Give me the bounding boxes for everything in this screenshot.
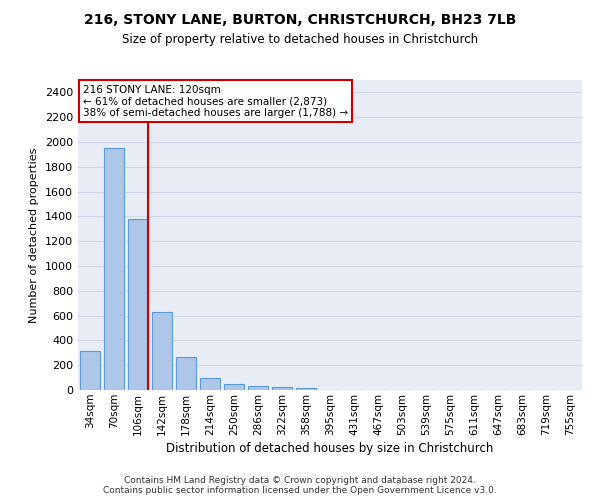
Bar (176, 356, 196, 390)
Bar (80, 351, 100, 390)
Text: Size of property relative to detached houses in Christchurch: Size of property relative to detached ho… (122, 32, 478, 46)
Bar (152, 312, 172, 390)
Text: 216 STONY LANE: 120sqm
← 61% of detached houses are smaller (2,873)
38% of semi-: 216 STONY LANE: 120sqm ← 61% of detached… (83, 84, 348, 118)
Y-axis label: Number of detached properties: Number of detached properties (29, 148, 40, 322)
Bar (272, 386, 292, 390)
Bar (128, 219, 148, 390)
Bar (200, 378, 220, 390)
Text: Contains HM Land Registry data © Crown copyright and database right 2024.
Contai: Contains HM Land Registry data © Crown c… (103, 476, 497, 495)
Bar (248, 386, 268, 390)
Text: 216, STONY LANE, BURTON, CHRISTCHURCH, BH23 7LB: 216, STONY LANE, BURTON, CHRISTCHURCH, B… (84, 12, 516, 26)
Bar (104, 148, 124, 390)
X-axis label: Distribution of detached houses by size in Christchurch: Distribution of detached houses by size … (166, 442, 494, 455)
Bar (224, 384, 244, 390)
Bar (296, 388, 316, 390)
